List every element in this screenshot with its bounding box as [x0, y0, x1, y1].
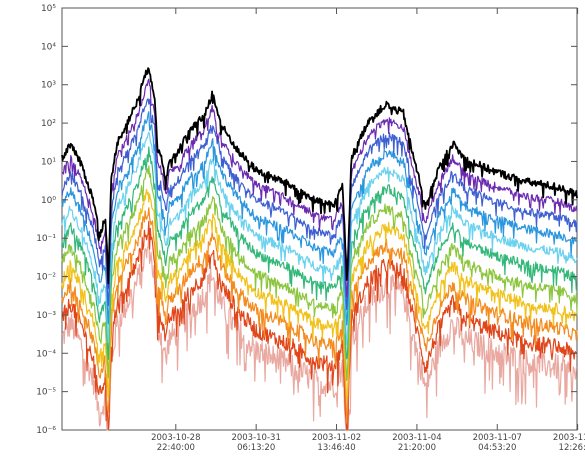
- x-tick-label-time: 21:20:00: [398, 443, 436, 453]
- x-tick-label-time: 13:46:40: [317, 443, 355, 453]
- x-tick-label-time: 12:26:40: [559, 443, 585, 453]
- series-line-0: [61, 67, 578, 285]
- y-axis: 10⁻⁶ 10⁻⁵ 10⁻⁴ 10⁻³ 10⁻² 10⁻¹ 10⁰ 10¹ 10² 10³ 10⁴ 1…: [36, 4, 577, 436]
- x-tick-label-date: 2003-11-02: [312, 433, 361, 443]
- series-line-6: [61, 165, 578, 382]
- x-tick-label-time: 04:53:20: [478, 443, 516, 453]
- series-line-3: [61, 111, 578, 326]
- series-line-8: [61, 207, 578, 424]
- y-tick-label: 10⁻⁵: [36, 388, 56, 398]
- series-line-2: [61, 98, 578, 310]
- series-line-7: [61, 188, 578, 400]
- series-line-10: [61, 235, 578, 431]
- y-tick-label: 10⁻¹: [36, 234, 56, 244]
- x-tick-label-time: 22:40:00: [157, 443, 195, 453]
- y-tick-label: 10⁴: [41, 42, 56, 52]
- y-tick-label: 10³: [41, 81, 56, 91]
- y-tick-label: 10⁵: [41, 4, 56, 14]
- series-line-5: [61, 146, 578, 360]
- x-tick-label-date: 2003-11-07: [473, 433, 522, 443]
- y-tick-label: 10⁻⁶: [36, 426, 56, 436]
- series-line-1: [61, 78, 578, 298]
- y-tick-label: 10⁰: [41, 196, 56, 206]
- y-tick-label: 10¹: [41, 157, 56, 167]
- x-tick-label-date: 2003-10-28: [151, 433, 200, 443]
- y-tick-label: 10⁻³: [36, 311, 56, 321]
- x-tick-label-time: 06:13:20: [237, 443, 275, 453]
- series-layer: [61, 67, 578, 431]
- x-tick-label-date: 2003-11-09: [553, 433, 585, 443]
- y-tick-label: 10⁻⁴: [36, 349, 56, 359]
- x-tick-label-date: 2003-11-04: [392, 433, 441, 443]
- y-tick-label: 10⁻²: [36, 273, 56, 283]
- series-line-4: [61, 131, 578, 345]
- x-tick-label-date: 2003-10-31: [231, 433, 280, 443]
- y-tick-label: 10²: [41, 119, 56, 129]
- series-line-9: [61, 220, 578, 431]
